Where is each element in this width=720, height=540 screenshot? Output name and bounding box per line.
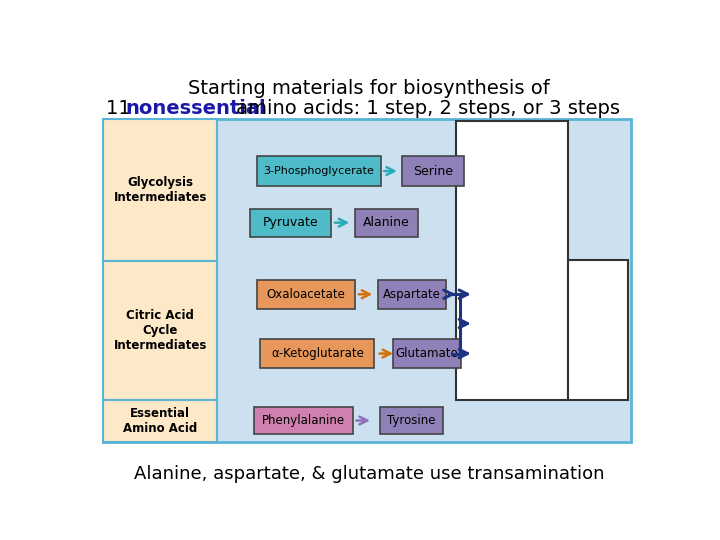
Bar <box>104 119 631 442</box>
FancyBboxPatch shape <box>256 280 355 308</box>
Text: α-Ketoglutarate: α-Ketoglutarate <box>271 347 364 360</box>
FancyBboxPatch shape <box>257 157 381 186</box>
Bar <box>104 400 217 442</box>
FancyBboxPatch shape <box>355 209 418 237</box>
Text: amino acids: 1 step, 2 steps, or 3 steps: amino acids: 1 step, 2 steps, or 3 steps <box>230 99 621 118</box>
FancyBboxPatch shape <box>254 407 353 434</box>
Text: Phenylalanine: Phenylalanine <box>262 414 345 427</box>
Text: Essential
Amino Acid: Essential Amino Acid <box>123 407 197 435</box>
Text: Pyruvate: Pyruvate <box>263 216 318 229</box>
Bar <box>104 261 217 400</box>
Text: Glycolysis
Intermediates: Glycolysis Intermediates <box>114 176 207 204</box>
Bar <box>456 121 567 400</box>
Bar <box>104 119 217 261</box>
FancyBboxPatch shape <box>378 280 446 308</box>
Text: Oxaloacetate: Oxaloacetate <box>266 288 346 301</box>
Text: Alanine: Alanine <box>364 216 410 229</box>
Text: Tyrosine: Tyrosine <box>387 414 436 427</box>
FancyBboxPatch shape <box>250 209 331 237</box>
FancyBboxPatch shape <box>393 339 461 368</box>
Text: nonessential: nonessential <box>125 99 266 118</box>
Text: Starting materials for biosynthesis of: Starting materials for biosynthesis of <box>188 79 550 98</box>
Text: Glutamate: Glutamate <box>395 347 458 360</box>
Text: Citric Acid
Cycle
Intermediates: Citric Acid Cycle Intermediates <box>114 309 207 352</box>
FancyBboxPatch shape <box>379 407 443 434</box>
FancyBboxPatch shape <box>261 339 374 368</box>
Text: Alanine, aspartate, & glutamate use transamination: Alanine, aspartate, & glutamate use tran… <box>134 465 604 483</box>
Text: 11: 11 <box>106 99 137 118</box>
Text: Aspartate: Aspartate <box>383 288 441 301</box>
Bar <box>567 260 629 400</box>
Text: 3-Phosphoglycerate: 3-Phosphoglycerate <box>264 166 374 176</box>
FancyBboxPatch shape <box>402 157 464 186</box>
Text: Serine: Serine <box>413 165 453 178</box>
